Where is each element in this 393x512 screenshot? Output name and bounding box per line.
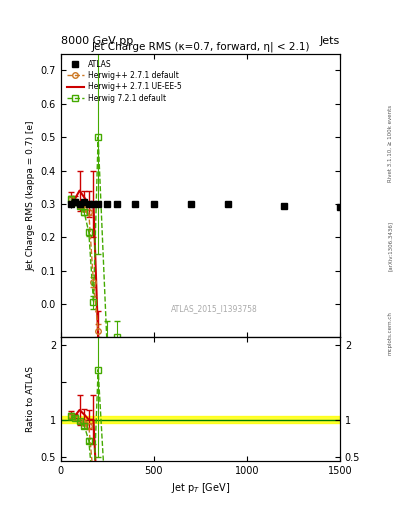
X-axis label: Jet p$_T$ [GeV]: Jet p$_T$ [GeV] xyxy=(171,481,230,495)
Text: mcplots.cern.ch: mcplots.cern.ch xyxy=(388,311,393,355)
Text: [arXiv:1306.3436]: [arXiv:1306.3436] xyxy=(388,221,393,271)
Bar xyxy=(61,416,340,423)
Text: Jets: Jets xyxy=(320,36,340,46)
Title: Jet Charge RMS (κ=0.7, forward, η| < 2.1): Jet Charge RMS (κ=0.7, forward, η| < 2.1… xyxy=(91,41,310,52)
Y-axis label: Ratio to ATLAS: Ratio to ATLAS xyxy=(26,366,35,432)
Y-axis label: Jet Charge RMS (kappa = 0.7) [e]: Jet Charge RMS (kappa = 0.7) [e] xyxy=(26,120,35,271)
Text: 8000 GeV pp: 8000 GeV pp xyxy=(61,36,133,46)
Text: ATLAS_2015_I1393758: ATLAS_2015_I1393758 xyxy=(171,305,258,313)
Text: Rivet 3.1.10, ≥ 100k events: Rivet 3.1.10, ≥ 100k events xyxy=(388,105,393,182)
Legend: ATLAS, Herwig++ 2.7.1 default, Herwig++ 2.7.1 UE-EE-5, Herwig 7.2.1 default: ATLAS, Herwig++ 2.7.1 default, Herwig++ … xyxy=(65,57,184,105)
